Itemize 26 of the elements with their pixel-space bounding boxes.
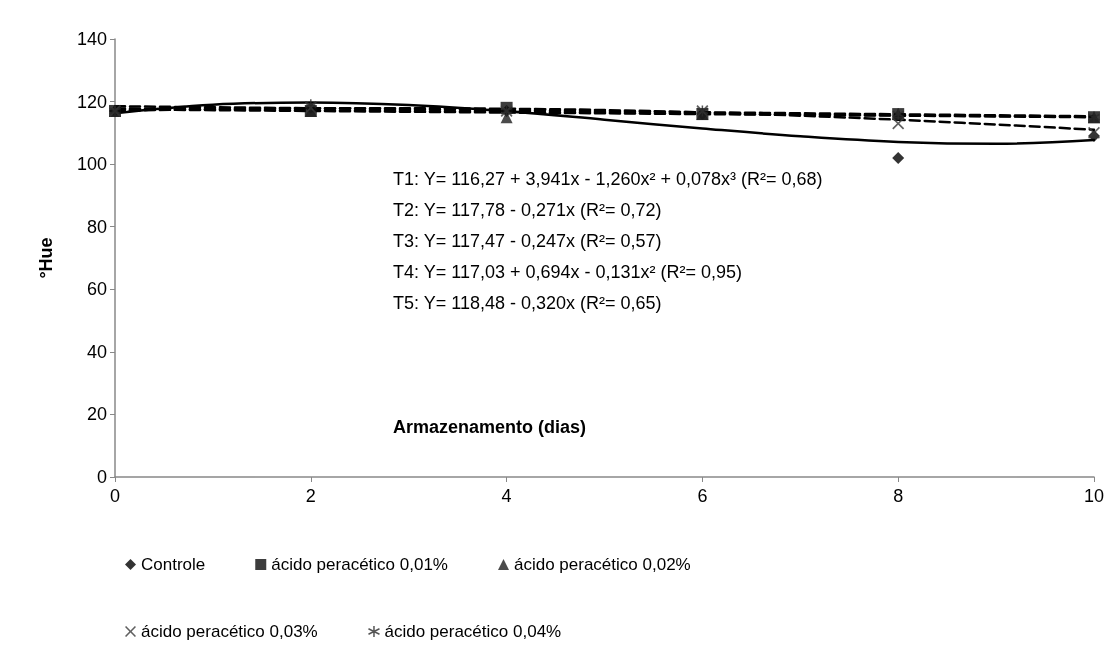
x-tick-label: 0 [109, 486, 121, 506]
x-tick-label: 10 [1083, 486, 1105, 506]
x-tick-label: 8 [893, 486, 904, 506]
legend-label: Controle [141, 555, 206, 574]
annotation: T1: Y= 116,27 + 3,941x - 1,260x² + 0,078x³ (R²= 0,68) [393, 169, 823, 189]
x-tick-label: 2 [305, 486, 316, 506]
legend-label: ácido peracético 0,03% [141, 622, 318, 641]
legend-label: ácido peracético 0,04% [384, 622, 562, 641]
annotation: T4: Y= 117,03 + 0,694x - 0,131x² (R²= 0,95) [393, 262, 743, 282]
y-axis-title: °Hue [36, 237, 56, 279]
y-tick-label: 100 [76, 154, 107, 175]
x-axis-title: Armazenamento (dias) [393, 417, 587, 437]
annotation: T3: Y= 117,47 - 0,247x (R²= 0,57) [393, 231, 662, 251]
y-tick-label: 20 [86, 404, 107, 425]
y-tick-label: 40 [86, 341, 107, 362]
annotation: T2: Y= 117,78 - 0,271x (R²= 0,72) [393, 200, 662, 220]
x-tick-label: 6 [697, 486, 708, 506]
legend-label: ácido peracético 0,01% [271, 555, 448, 574]
y-tick-label: 80 [86, 216, 107, 237]
y-tick-label: 0 [96, 467, 107, 487]
y-tick-label: 60 [86, 279, 107, 300]
y-tick-label: 140 [76, 29, 107, 49]
x-tick-label: 4 [501, 486, 512, 506]
y-tick-label: 120 [76, 91, 107, 112]
legend-label: ácido peracético 0,02% [513, 555, 691, 574]
annotation: T5: Y= 118,48 - 0,320x (R²= 0,65) [393, 293, 662, 313]
